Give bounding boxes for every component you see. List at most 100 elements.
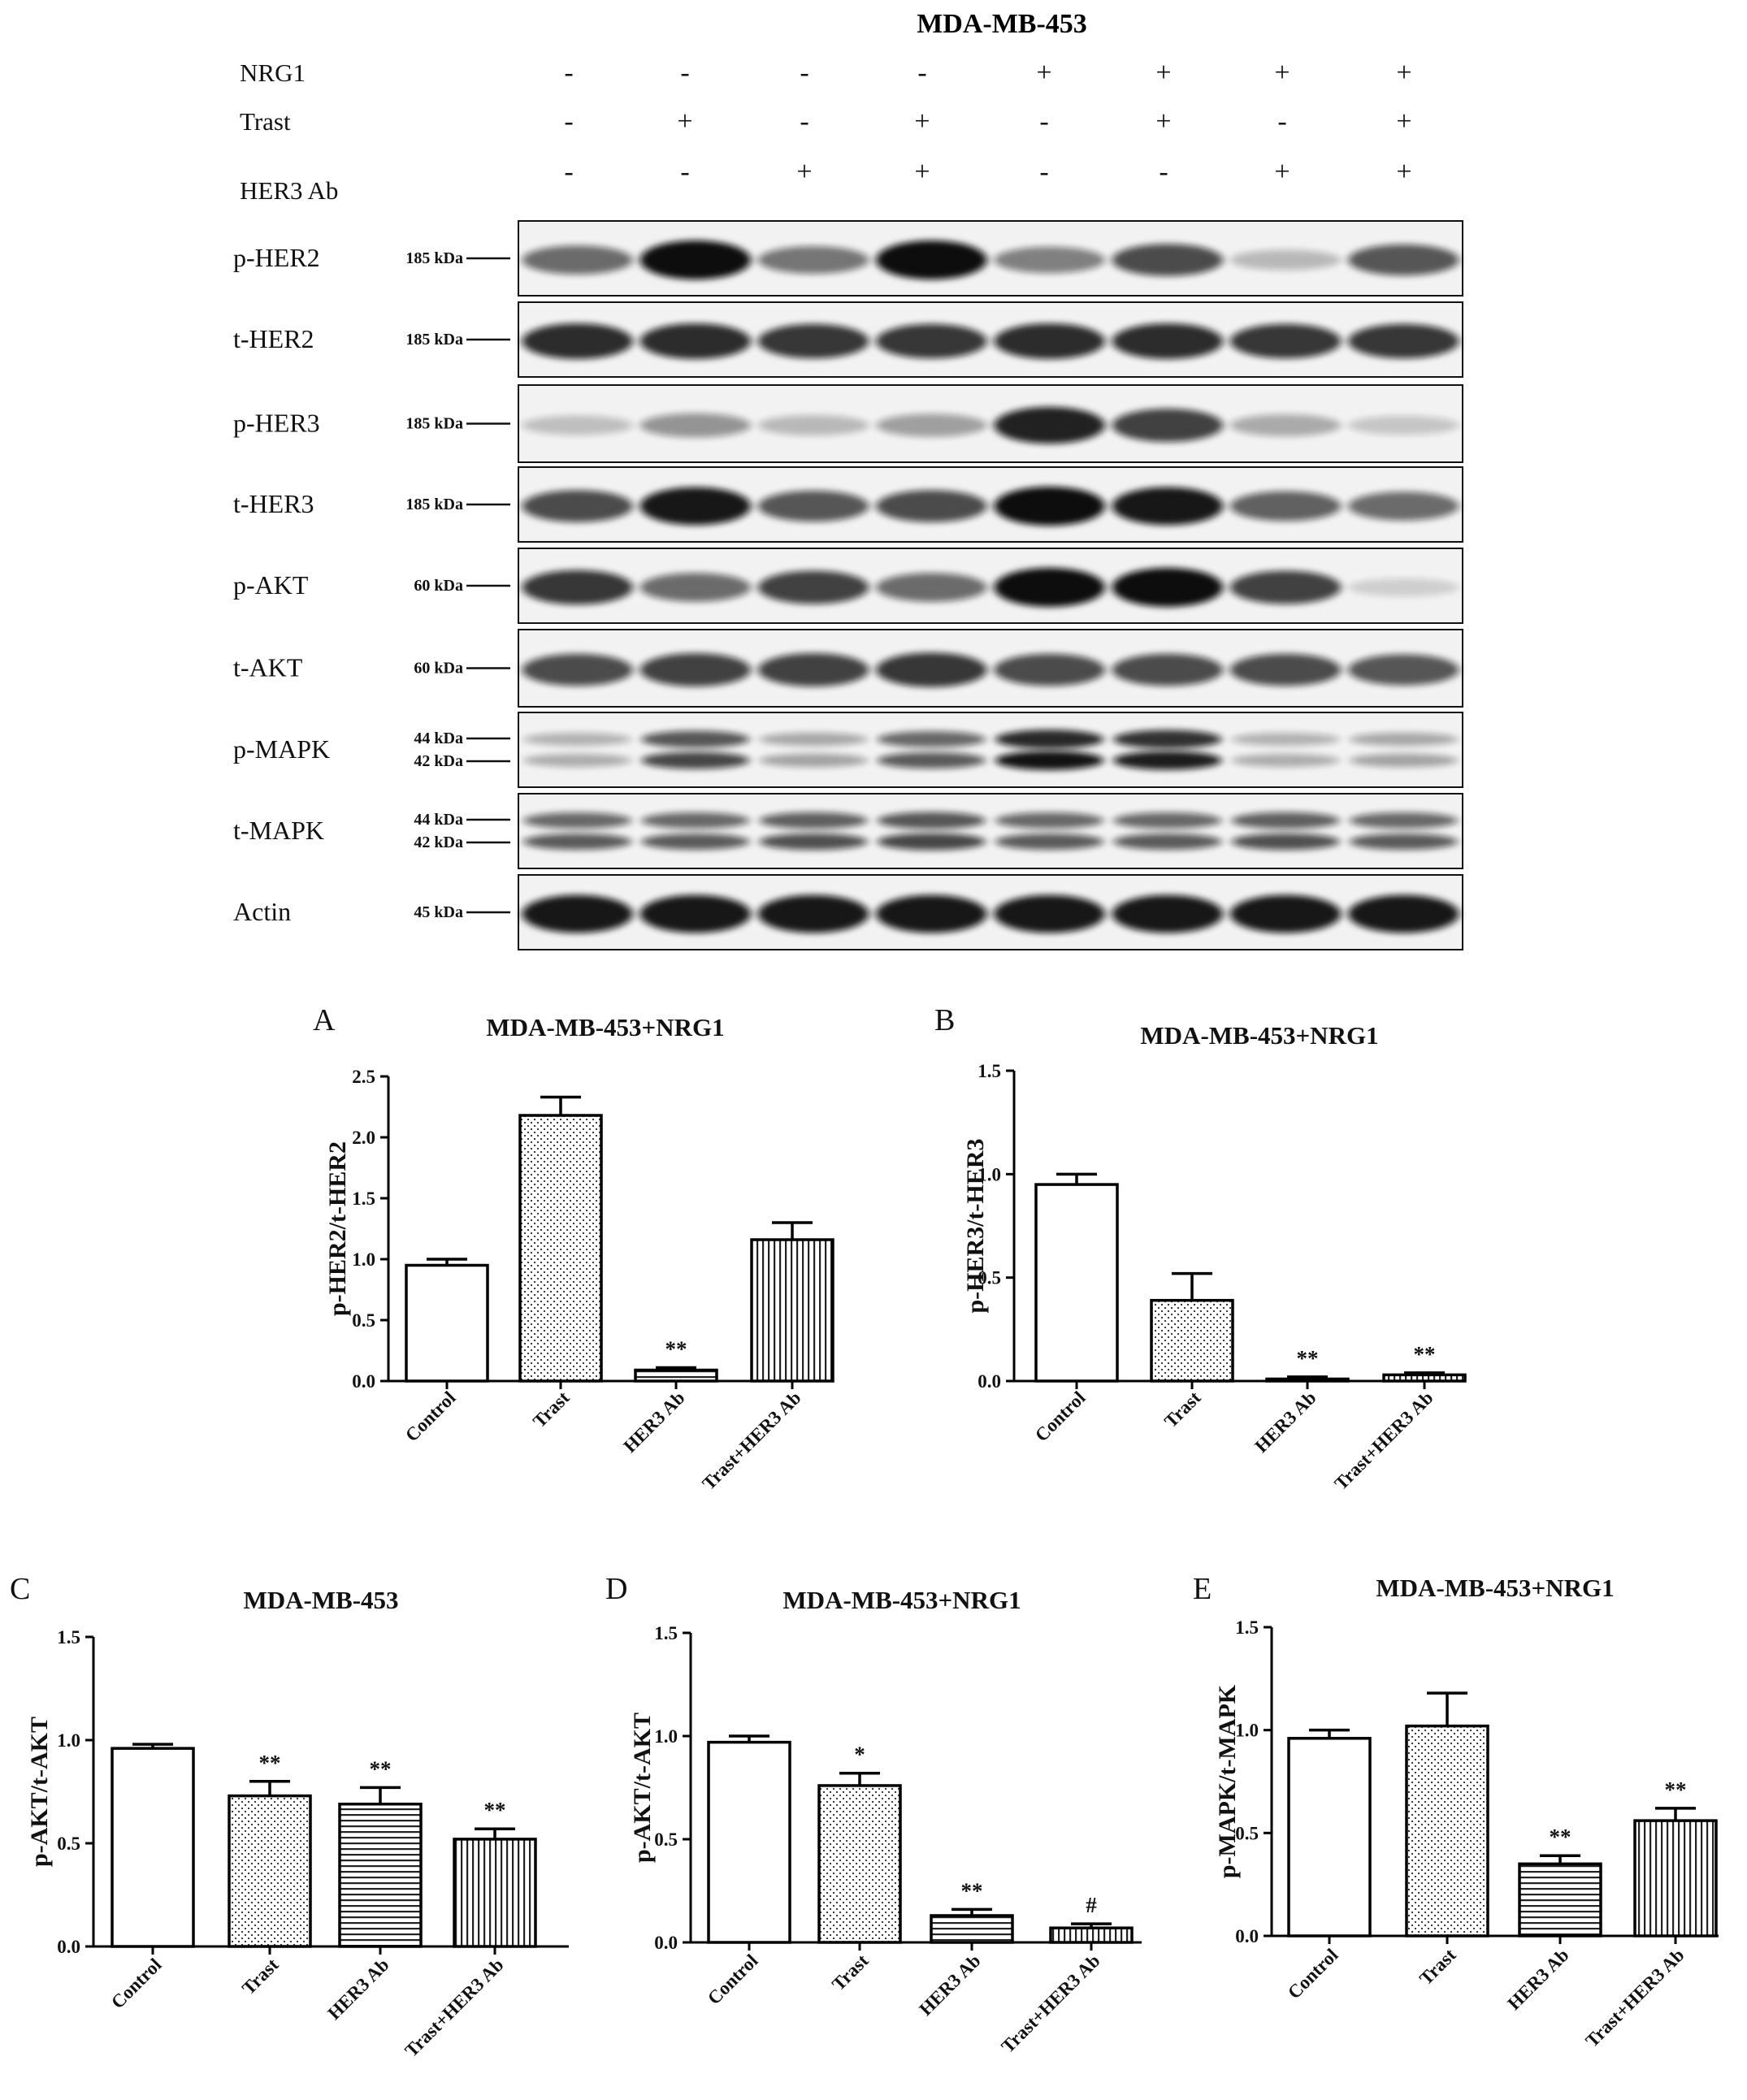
blot-band [522,812,632,829]
blot-band [876,652,987,687]
blot-band [639,573,752,602]
blot-label: p-MAPK [233,734,330,764]
blot-label: p-HER2 [233,243,320,272]
blot-band [994,487,1105,526]
treatment-sign: + [1274,157,1290,187]
kda-marker: 45 kDa [414,903,463,921]
y-tick-label: 0.5 [352,1310,375,1331]
treatment-sign: + [796,157,812,187]
blot-p-akt: p-AKT 60 kDa [233,548,1463,624]
x-tick-label: Control [704,1951,762,2009]
bar-trast [228,1794,312,1948]
blot-band [1348,415,1459,435]
kda-marker: 42 kDa [414,834,463,851]
y-tick-label: 0.5 [654,1829,678,1850]
blot-band [876,894,987,933]
y-tick-label: 2.5 [352,1067,375,1087]
blot-band [522,415,633,435]
y-tick-label: 0.0 [57,1937,80,1957]
blot-label: t-AKT [233,653,303,682]
bar-trast-her3-ab [1382,1373,1467,1383]
bar-trast-her3-ab [750,1238,834,1383]
x-tick-label: Trast+HER3 Ab [699,1388,805,1494]
blot-band [1231,733,1340,746]
x-tick-label: Control [1031,1388,1090,1446]
y-axis-label: p-AKT/t-AKT [26,1717,53,1867]
x-tick-label: Control [107,1955,166,2013]
treatment-label-1: Trast [240,107,291,136]
blot-band [757,246,869,274]
treatment-sign: + [1155,58,1171,88]
kda-marker: 185 kDa [405,496,463,513]
x-tick-label: Trast [238,1955,283,1999]
chart-title: MDA-MB-453+NRG1 [1376,1574,1614,1602]
treatment-table: NRG1 - - - - + + + + Trast - + - + - + - + HER3 Ab - - + + - - + + [240,58,1412,205]
blot-band [1112,894,1224,933]
x-tick-label: Trast+HER3 Ab [1331,1388,1437,1494]
blot-band [522,894,633,933]
bar-her3-ab [634,1368,718,1383]
y-tick-label: 0.0 [352,1371,375,1392]
blot-band [876,490,987,522]
kda-marker: 60 kDa [414,577,463,595]
x-tick-label: Trast [1415,1945,1460,1990]
blot-band [876,240,987,279]
treatment-sign: + [1396,106,1411,136]
blot-band [639,413,752,438]
y-tick-label: 1.0 [978,1164,1001,1184]
blot-band [877,731,986,747]
kda-marker: 185 kDa [405,331,463,349]
kda-marker: 185 kDa [405,249,463,267]
blot-band [877,812,986,829]
blot-band [1112,409,1224,442]
blot-band [641,834,750,850]
blot-band [994,653,1105,686]
significance-mark: ** [1297,1346,1319,1370]
chart-title: MDA-MB-453+NRG1 [1140,1021,1378,1050]
blot-label: t-HER2 [233,324,314,353]
y-tick-label: 0.5 [1235,1823,1259,1843]
blot-membrane [518,793,1463,869]
bar-her3-ab [1518,1862,1602,1938]
chart-panel-a: A MDA-MB-453+NRG1 0.0 0.5 1.0 1.5 2.0 2.5 p-HER2… [313,1003,834,1494]
treatment-sign: - [1159,157,1168,187]
blot-band [757,414,869,436]
treatment-sign: - [680,58,689,88]
y-tick-label: 1.5 [352,1189,375,1209]
treatment-sign: + [1396,157,1411,187]
blot-band [994,246,1105,274]
treatment-sign: - [564,106,573,136]
blot-band [1112,244,1224,276]
bar-trast-her3-ab [1633,1819,1718,1938]
y-axis-label: p-AKT/t-AKT [629,1712,656,1863]
y-tick-label: 2.0 [352,1128,375,1148]
blot-band [1349,834,1459,850]
kda-marker: 185 kDa [405,415,463,433]
significance-mark: ** [259,1751,281,1775]
y-tick-label: 1.0 [1235,1721,1259,1741]
blot-band [1229,491,1342,522]
blot-label: p-HER3 [233,409,320,438]
treatment-sign: + [1274,58,1290,88]
blot-band [1231,754,1340,767]
blot-band [641,812,750,829]
treatment-sign: - [680,157,689,187]
blot-band [1349,812,1459,829]
treatment-sign: + [914,157,930,187]
y-tick-label: 1.0 [654,1726,678,1747]
blot-band [757,323,869,359]
y-tick-label: 1.0 [352,1249,375,1270]
blot-p-mapk: p-MAPK 44 kDa 42 kDa [233,712,1463,788]
figure-title: MDA-MB-453 [917,9,1087,39]
blot-t-her2: t-HER2 185 kDa [233,301,1463,378]
blot-band [522,834,632,850]
bar-control [707,1740,791,1944]
blot-band [1113,730,1222,749]
blot-band [757,894,869,933]
blot-band [759,753,868,768]
blot-band [1112,323,1224,359]
blot-band [522,754,632,767]
chart-panel-c: C MDA-MB-453 0.0 0.5 1.0 1.5 p-AKT/t-AKT Contro… [10,1572,569,2061]
x-tick-label: Trast [529,1388,574,1432]
